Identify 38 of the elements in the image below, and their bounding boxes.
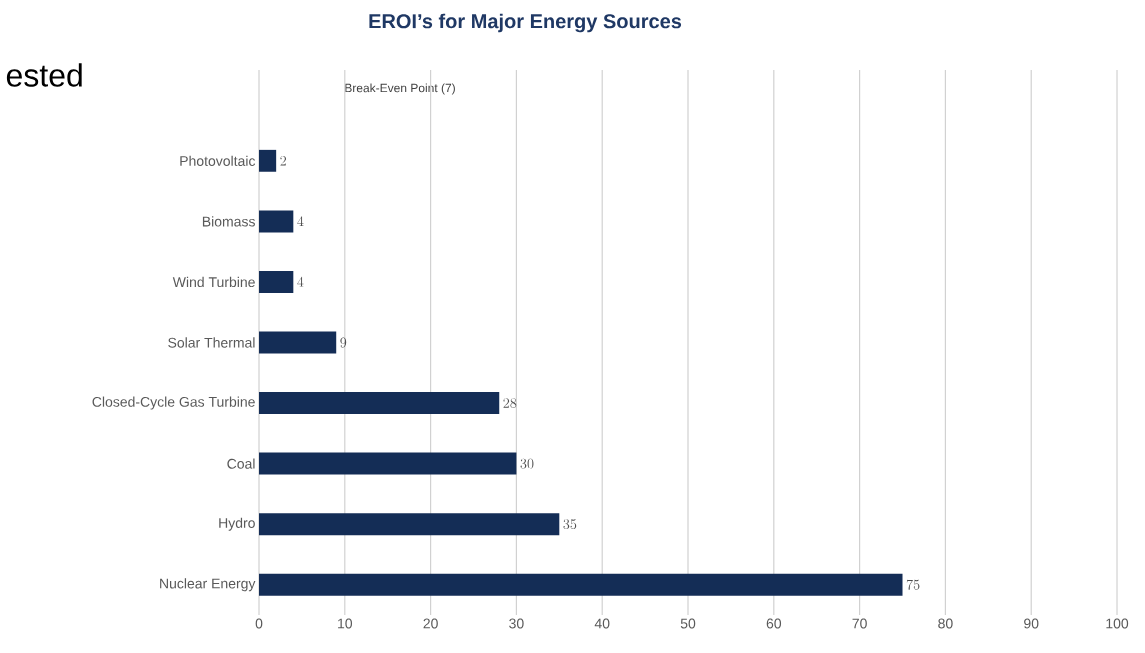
data-label: 28 [503,398,517,408]
x-tick-label: 90 [1024,618,1039,629]
bar [259,149,277,172]
bar [259,392,500,415]
y-tick-label: Nuclear Energy [160,578,256,592]
y-tick-label: Solar Thermal [168,337,255,348]
x-tick-label: 40 [594,618,610,629]
x-tick-label: 10 [338,618,353,629]
x-tick-label: 60 [766,618,782,629]
y-tick-label: Biomass [202,216,255,227]
bar [259,270,294,293]
x-tick-label: 30 [509,618,524,629]
x-tick-label: 70 [852,618,867,629]
x-tick-label: 80 [938,618,953,629]
data-label: 2 [280,155,287,166]
data-label: 75 [906,579,920,590]
x-tick-label: 50 [680,618,696,629]
x-tick-label: 20 [423,618,438,629]
y-tick-label: Wind Turbine [172,276,255,288]
bar [259,452,517,475]
chart-title: EROI’s for Major Energy Sources [369,13,682,33]
y-tick-label: Closed-Cycle Gas Turbine [92,396,255,410]
data-label: 30 [520,458,534,469]
y-tick-label: Hydro [219,517,255,531]
x-tick-label: 0 [255,618,263,629]
data-label: 35 [563,519,577,530]
bar [259,210,294,233]
x-tick-label: 100 [1106,618,1129,629]
bar [259,513,560,536]
bar [259,331,337,354]
data-label: 9 [340,337,347,348]
y-tick-label: Coal [227,458,255,469]
bar [259,573,903,596]
y-tick-label: Photovoltaic [180,155,256,166]
data-label: 4 [297,276,304,287]
data-label: 4 [297,216,304,227]
text: ested [6,63,82,87]
text: Break-Even Point (7) [345,83,455,95]
